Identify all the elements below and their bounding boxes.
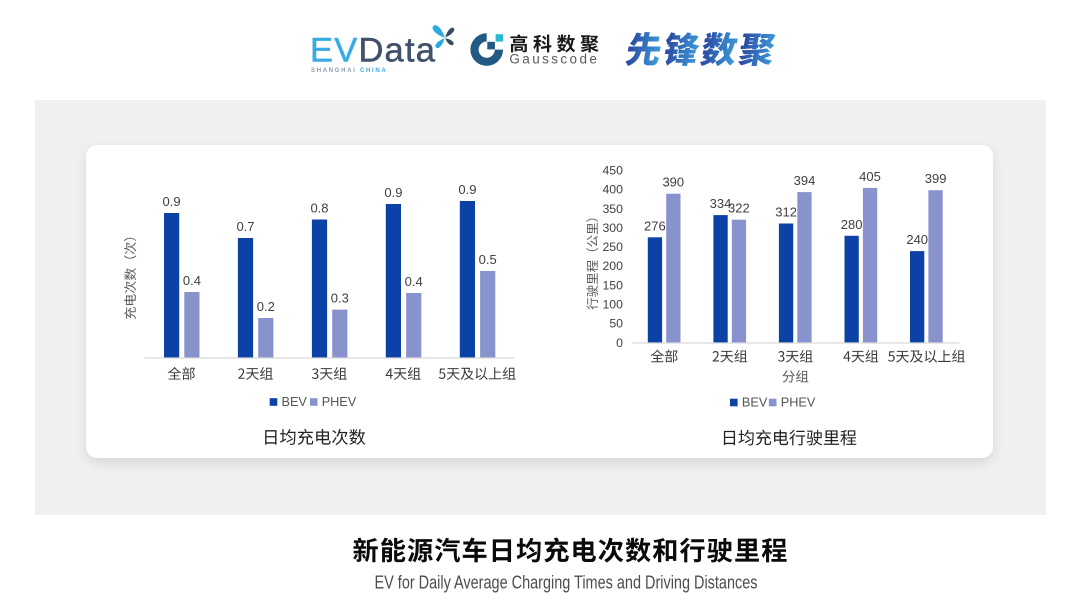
svg-text:200: 200 [602, 259, 623, 273]
svg-text:276: 276 [644, 218, 666, 233]
svg-text:312: 312 [775, 205, 797, 220]
svg-text:50: 50 [609, 317, 623, 331]
svg-text:280: 280 [841, 217, 863, 232]
svg-text:0.9: 0.9 [384, 185, 402, 200]
svg-text:0.9: 0.9 [163, 194, 181, 209]
svg-text:0.4: 0.4 [183, 273, 201, 288]
svg-text:450: 450 [602, 164, 623, 178]
svg-text:300: 300 [602, 221, 623, 235]
svg-text:399: 399 [925, 171, 947, 186]
svg-text:250: 250 [602, 240, 623, 254]
svg-text:0.8: 0.8 [310, 201, 328, 216]
svg-text:0.3: 0.3 [331, 291, 349, 306]
svg-text:0.9: 0.9 [458, 182, 476, 197]
svg-text:0.5: 0.5 [479, 252, 497, 267]
svg-text:BEV: BEV [742, 395, 768, 409]
svg-text:322: 322 [728, 201, 750, 216]
svg-text:394: 394 [794, 173, 816, 188]
svg-text:240: 240 [906, 232, 928, 247]
svg-text:400: 400 [602, 183, 623, 197]
svg-text:334: 334 [710, 196, 732, 211]
svg-text:PHEV: PHEV [781, 395, 816, 409]
svg-text:BEV: BEV [282, 395, 308, 409]
svg-text:350: 350 [602, 202, 623, 216]
svg-text:0.2: 0.2 [257, 299, 275, 314]
svg-text:100: 100 [602, 298, 623, 312]
svg-text:EVData: EVData [310, 31, 436, 69]
svg-text:390: 390 [662, 175, 684, 190]
svg-text:EV for Daily Average Charging: EV for Daily Average Charging Times and … [375, 572, 758, 592]
svg-text:SHANGHAI CHINA: SHANGHAI CHINA [311, 68, 387, 74]
svg-text:0: 0 [616, 336, 623, 350]
svg-text:Gausscode: Gausscode [509, 52, 599, 67]
svg-text:0.7: 0.7 [236, 219, 254, 234]
svg-text:150: 150 [602, 278, 623, 292]
svg-text:PHEV: PHEV [322, 395, 357, 409]
svg-text:0.4: 0.4 [405, 274, 423, 289]
svg-text:405: 405 [859, 169, 881, 184]
